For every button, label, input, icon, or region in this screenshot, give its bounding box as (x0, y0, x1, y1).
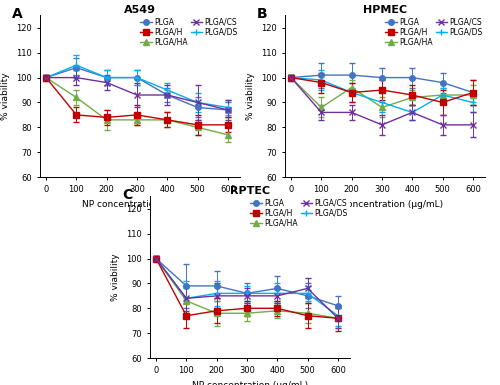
Text: A: A (12, 7, 22, 21)
Legend: PLGA, PLGA/H, PLGA/HA, PLGA/CS, PLGA/DS: PLGA, PLGA/H, PLGA/HA, PLGA/CS, PLGA/DS (140, 17, 238, 48)
Title: HPMEC: HPMEC (363, 5, 407, 15)
Text: B: B (257, 7, 268, 21)
Y-axis label: % viability: % viability (112, 253, 120, 301)
X-axis label: NP concentration (μg/mL): NP concentration (μg/mL) (327, 200, 443, 209)
Y-axis label: % viability: % viability (2, 72, 11, 120)
Y-axis label: % viability: % viability (246, 72, 256, 120)
Title: A549: A549 (124, 5, 156, 15)
Legend: PLGA, PLGA/H, PLGA/HA, PLGA/CS, PLGA/DS: PLGA, PLGA/H, PLGA/HA, PLGA/CS, PLGA/DS (384, 17, 484, 48)
X-axis label: NP concentration (μg/mL): NP concentration (μg/mL) (192, 381, 308, 385)
Text: C: C (122, 188, 132, 202)
Title: RPTEC: RPTEC (230, 186, 270, 196)
Legend: PLGA, PLGA/H, PLGA/HA, PLGA/CS, PLGA/DS: PLGA, PLGA/H, PLGA/HA, PLGA/CS, PLGA/DS (250, 198, 348, 229)
X-axis label: NP concentration (μg/mL): NP concentration (μg/mL) (82, 200, 198, 209)
